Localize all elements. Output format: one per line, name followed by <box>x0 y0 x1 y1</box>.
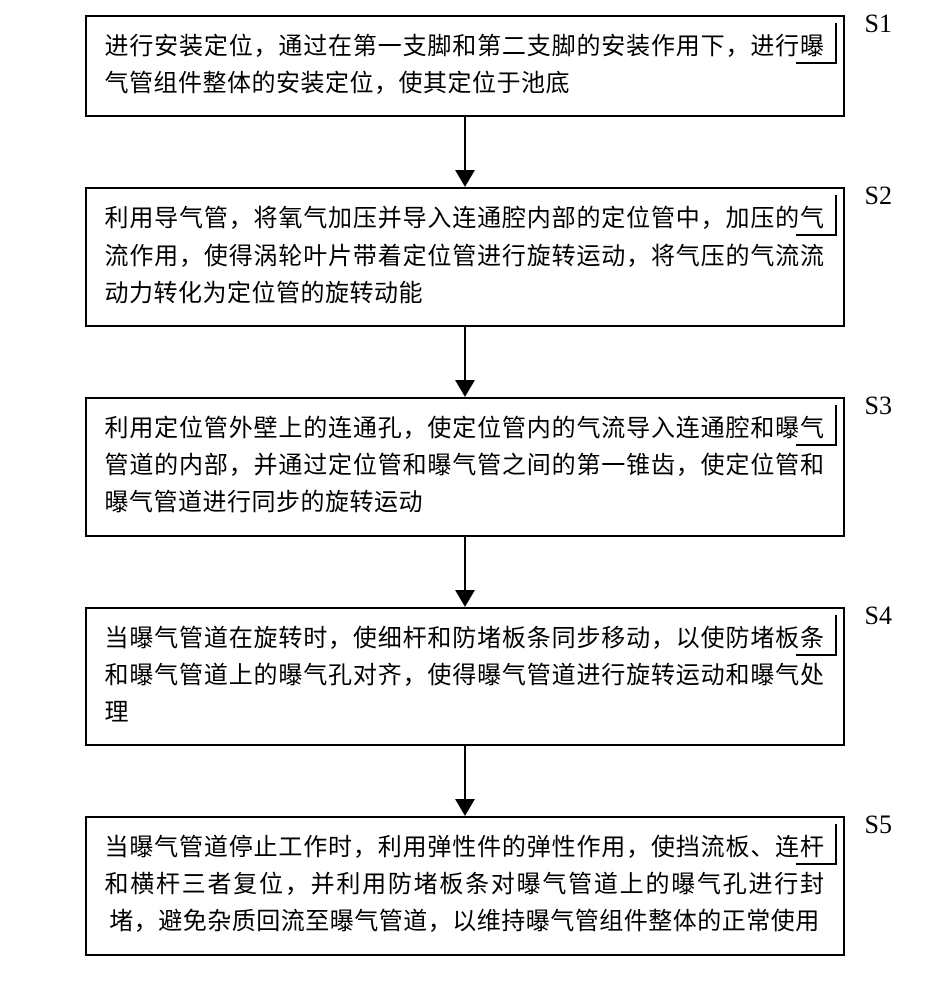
step-label: S2 <box>865 183 892 209</box>
flow-step-s1: 进行安装定位，通过在第一支脚和第二支脚的安装作用下，进行曝气管组件整体的安装定位… <box>15 15 914 117</box>
flow-step-s5: 当曝气管道停止工作时，利用弹性件的弹性作用，使挡流板、连杆和横杆三者复位，并利用… <box>15 816 914 956</box>
arrow-line <box>464 746 466 800</box>
step-box: 利用导气管，将氧气加压并导入连通腔内部的定位管中，加压的气流作用，使得涡轮叶片带… <box>85 187 845 327</box>
label-bracket-icon <box>796 824 856 884</box>
flow-arrow <box>455 327 475 397</box>
flow-step-s4: 当曝气管道在旋转时，使细杆和防堵板条同步移动，以使防堵板条和曝气管道上的曝气孔对… <box>15 607 914 747</box>
flow-arrow <box>455 117 475 187</box>
step-box: 当曝气管道在旋转时，使细杆和防堵板条同步移动，以使防堵板条和曝气管道上的曝气孔对… <box>85 607 845 747</box>
arrow-line <box>464 537 466 591</box>
step-box: 当曝气管道停止工作时，利用弹性件的弹性作用，使挡流板、连杆和横杆三者复位，并利用… <box>85 816 845 956</box>
arrow-head-icon <box>455 799 475 816</box>
arrow-head-icon <box>455 590 475 607</box>
label-bracket-icon <box>796 615 856 675</box>
flow-arrow <box>455 537 475 607</box>
label-bracket-icon <box>796 195 856 255</box>
arrow-line <box>464 327 466 381</box>
label-bracket-icon <box>796 405 856 465</box>
step-box: 利用定位管外壁上的连通孔，使定位管内的气流导入连通腔和曝气管道的内部，并通过定位… <box>85 397 845 537</box>
arrow-head-icon <box>455 380 475 397</box>
flow-arrow <box>455 746 475 816</box>
step-label: S3 <box>865 393 892 419</box>
arrow-line <box>464 117 466 171</box>
flow-step-s3: 利用定位管外壁上的连通孔，使定位管内的气流导入连通腔和曝气管道的内部，并通过定位… <box>15 397 914 537</box>
flow-step-s2: 利用导气管，将氧气加压并导入连通腔内部的定位管中，加压的气流作用，使得涡轮叶片带… <box>15 187 914 327</box>
step-label: S5 <box>865 812 892 838</box>
label-bracket-icon <box>796 23 856 83</box>
step-label: S4 <box>865 603 892 629</box>
step-label: S1 <box>865 11 892 37</box>
flowchart-container: 进行安装定位，通过在第一支脚和第二支脚的安装作用下，进行曝气管组件整体的安装定位… <box>15 15 914 956</box>
arrow-head-icon <box>455 170 475 187</box>
step-box: 进行安装定位，通过在第一支脚和第二支脚的安装作用下，进行曝气管组件整体的安装定位… <box>85 15 845 117</box>
